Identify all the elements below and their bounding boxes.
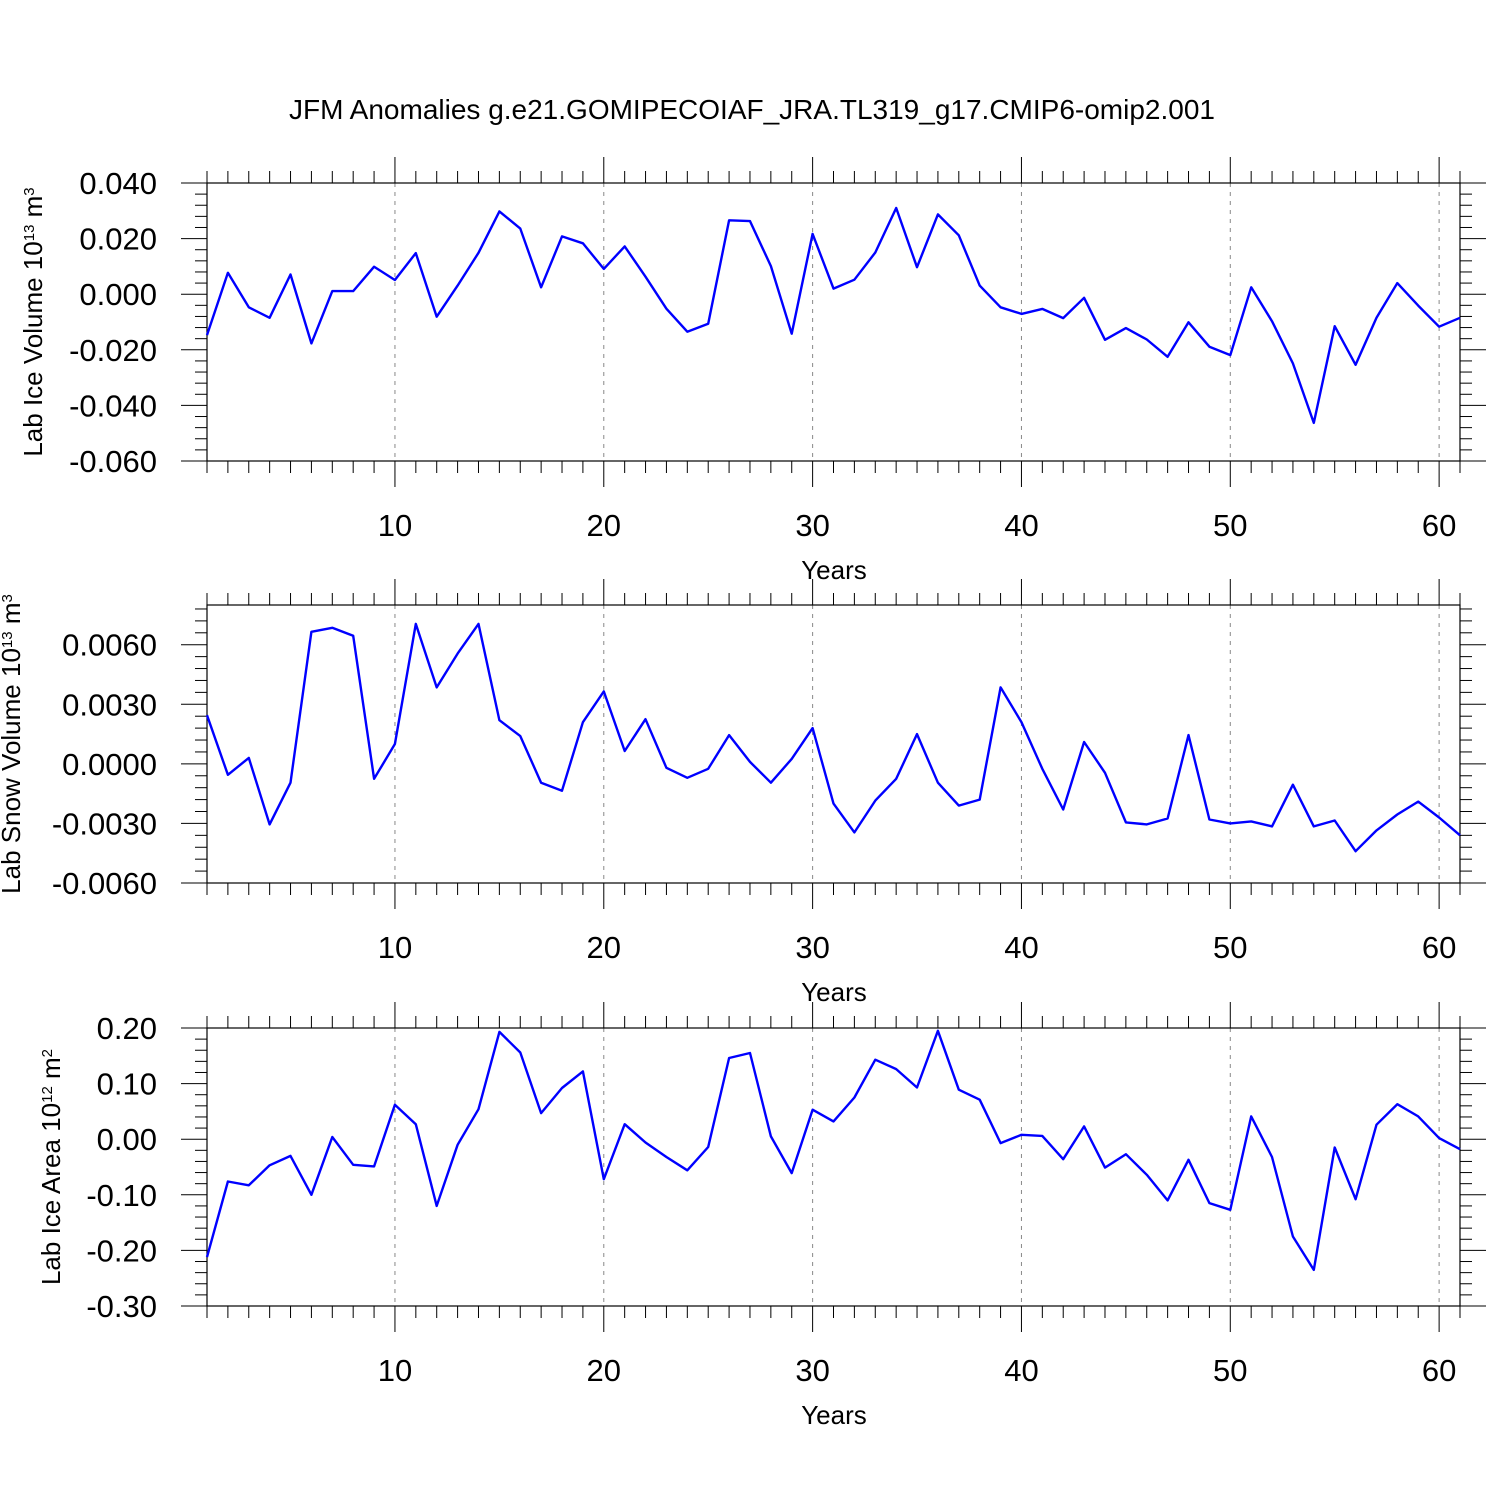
y-tick-label: 0.000	[79, 277, 157, 312]
x-tick-label: 50	[1213, 930, 1247, 965]
y-axis-label: Lab Snow Volume 1013 m3	[0, 594, 26, 894]
x-tick-label: 40	[1004, 508, 1038, 543]
y-tick-label: -0.040	[69, 388, 157, 423]
series-line	[205, 622, 1461, 853]
x-axis-label: Years	[801, 555, 867, 585]
panel-3: 10 20 30 40 50 60 -0.30 -0.20 -0.10 0.00 0.10 0.20 Y…	[36, 1002, 1486, 1430]
y-axis-label: Lab Ice Area 1012 m2	[36, 1049, 66, 1285]
y-tick-label: 0.10	[97, 1067, 157, 1102]
x-axis-label: Years	[801, 977, 867, 1007]
x-tick-label: 60	[1422, 930, 1456, 965]
y-tick-label: -0.020	[69, 333, 157, 368]
x-tick-label: 60	[1422, 1353, 1456, 1388]
x-axis-label: Years	[801, 1400, 867, 1430]
x-tick-label: 30	[795, 930, 829, 965]
y-tick-label: -0.0030	[52, 806, 157, 841]
y-tick-label: -0.060	[69, 444, 157, 479]
y-tick-label: -0.30	[86, 1289, 157, 1324]
x-tick-label: 50	[1213, 508, 1247, 543]
y-tick-label: 0.0000	[62, 747, 157, 782]
x-tick-label: 60	[1422, 508, 1456, 543]
y-tick-label: -0.20	[86, 1233, 157, 1268]
figure-title: JFM Anomalies g.e21.GOMIPECOIAF_JRA.TL31…	[289, 94, 1215, 125]
y-axis-label: Lab Ice Volume 1013 m3	[18, 187, 48, 456]
x-tick-label: 20	[587, 930, 621, 965]
x-tick-label: 10	[378, 930, 412, 965]
panel-1: 10 20 30 40 50 60 -0.060 -0.040 -0.020 0.000 0.020…	[18, 157, 1486, 585]
y-tick-label: 0.00	[97, 1122, 157, 1157]
y-tick-label: 0.0060	[62, 628, 157, 663]
series-line	[205, 1029, 1461, 1272]
y-tick-label: -0.10	[86, 1178, 157, 1213]
series-line	[205, 206, 1461, 425]
y-tick-label: -0.0060	[52, 866, 157, 901]
x-tick-label: 30	[795, 508, 829, 543]
x-tick-label: 40	[1004, 1353, 1038, 1388]
x-tick-label: 40	[1004, 930, 1038, 965]
x-tick-label: 10	[378, 1353, 412, 1388]
y-tick-label: 0.0030	[62, 687, 157, 722]
x-tick-label: 10	[378, 508, 412, 543]
x-tick-label: 50	[1213, 1353, 1247, 1388]
y-tick-label: 0.20	[97, 1011, 157, 1046]
panel-2: 10 20 30 40 50 60 -0.0060 -0.0030 0.0000 0.0030 0.…	[0, 579, 1486, 1007]
x-tick-label: 30	[795, 1353, 829, 1388]
y-tick-label: 0.040	[79, 166, 157, 201]
x-tick-label: 20	[587, 1353, 621, 1388]
x-tick-label: 20	[587, 508, 621, 543]
y-tick-label: 0.020	[79, 222, 157, 257]
